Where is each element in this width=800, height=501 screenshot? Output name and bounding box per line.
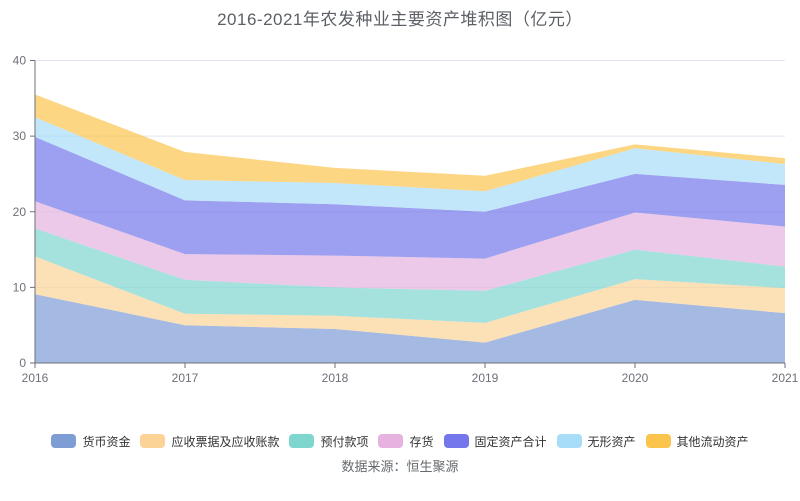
legend-label: 无形资产 [587,434,636,449]
area-band-6[interactable] [35,94,785,192]
source-note: 数据来源：恒生聚源 [341,459,459,474]
legend-item-0[interactable]: 货币资金 [51,433,130,450]
x-axis-label: 2017 [172,371,199,385]
y-axis-label: 0 [19,356,26,370]
legend-item-3[interactable]: 存货 [378,433,434,450]
area-band-0[interactable] [35,294,785,363]
y-axis-label: 20 [13,205,27,219]
area-band-5[interactable] [35,117,785,212]
legend-item-6[interactable]: 其他流动资产 [645,433,749,450]
legend-label: 货币资金 [82,434,131,449]
legend-item-4[interactable]: 固定资产合计 [443,433,547,450]
legend-label: 预付款项 [320,434,369,449]
legend-label: 应收票据及应收账款 [171,434,280,449]
x-axis-label: 2018 [322,371,349,385]
legend-label: 其他流动资产 [676,434,749,449]
area-band-3[interactable] [35,201,785,291]
legend: 货币资金 应收票据及应收账款 预付款项 存货 固定资产合计 无形资产 其他流动资产 [0,431,800,451]
legend-swatch-icon [51,434,77,448]
legend-swatch-icon [378,434,404,448]
stacked-area-plot: 0 10 20 30 40 2016 2017 2018 2019 2020 2021 [13,54,799,386]
legend-swatch-icon [556,434,582,448]
y-axis-label: 10 [13,280,27,294]
area-band-4[interactable] [35,136,785,259]
x-axis-label: 2019 [472,371,499,385]
area-band-2[interactable] [35,228,785,323]
legend-item-5[interactable]: 无形资产 [556,433,636,450]
legend-label: 固定资产合计 [474,434,547,449]
legend-swatch-icon [140,434,166,448]
legend-swatch-icon [289,434,315,448]
x-axis-label: 2016 [22,371,49,385]
legend-swatch-icon [645,434,671,448]
y-axis-label: 30 [13,129,27,143]
legend-item-2[interactable]: 预付款项 [289,433,368,450]
legend-item-1[interactable]: 应收票据及应收账款 [140,433,279,450]
x-axis-label: 2021 [772,371,799,385]
legend-label: 存货 [409,434,434,449]
chart-title: 2016-2021年农发种业主要资产堆积图（亿元） [217,10,583,29]
x-axis-label: 2020 [622,371,649,385]
y-axis-label: 40 [13,54,27,68]
area-band-1[interactable] [35,256,785,343]
legend-swatch-icon [443,434,469,448]
